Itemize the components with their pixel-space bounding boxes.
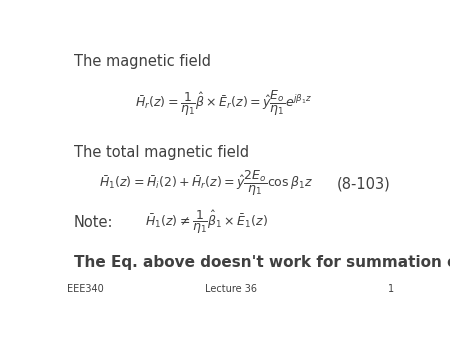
Text: 1: 1 — [388, 284, 395, 294]
Text: $\bar{H}_1(z) = \bar{H}_i(2) + \bar{H}_r(z) = \hat{y}\dfrac{2E_o}{\eta_1}\cos\be: $\bar{H}_1(z) = \bar{H}_i(2) + \bar{H}_r… — [99, 169, 313, 198]
Text: (8-103): (8-103) — [336, 176, 390, 191]
Text: $\bar{H}_r(z) = \dfrac{1}{\eta_1}\hat{\beta} \times \bar{E}_r(z) = \hat{y}\dfrac: $\bar{H}_r(z) = \dfrac{1}{\eta_1}\hat{\b… — [135, 89, 312, 118]
Text: The Eq. above doesn't work for summation of two waves!: The Eq. above doesn't work for summation… — [74, 255, 450, 270]
Text: The total magnetic field: The total magnetic field — [74, 145, 249, 160]
Text: The magnetic field: The magnetic field — [74, 54, 211, 69]
Text: Lecture 36: Lecture 36 — [205, 284, 256, 294]
Text: $\bar{H}_1(z) \neq \dfrac{1}{\eta_1}\hat{\beta}_1 \times \bar{E}_1(z)$: $\bar{H}_1(z) \neq \dfrac{1}{\eta_1}\hat… — [145, 209, 268, 237]
Text: EEE340: EEE340 — [67, 284, 104, 294]
Text: Note:: Note: — [74, 215, 113, 230]
